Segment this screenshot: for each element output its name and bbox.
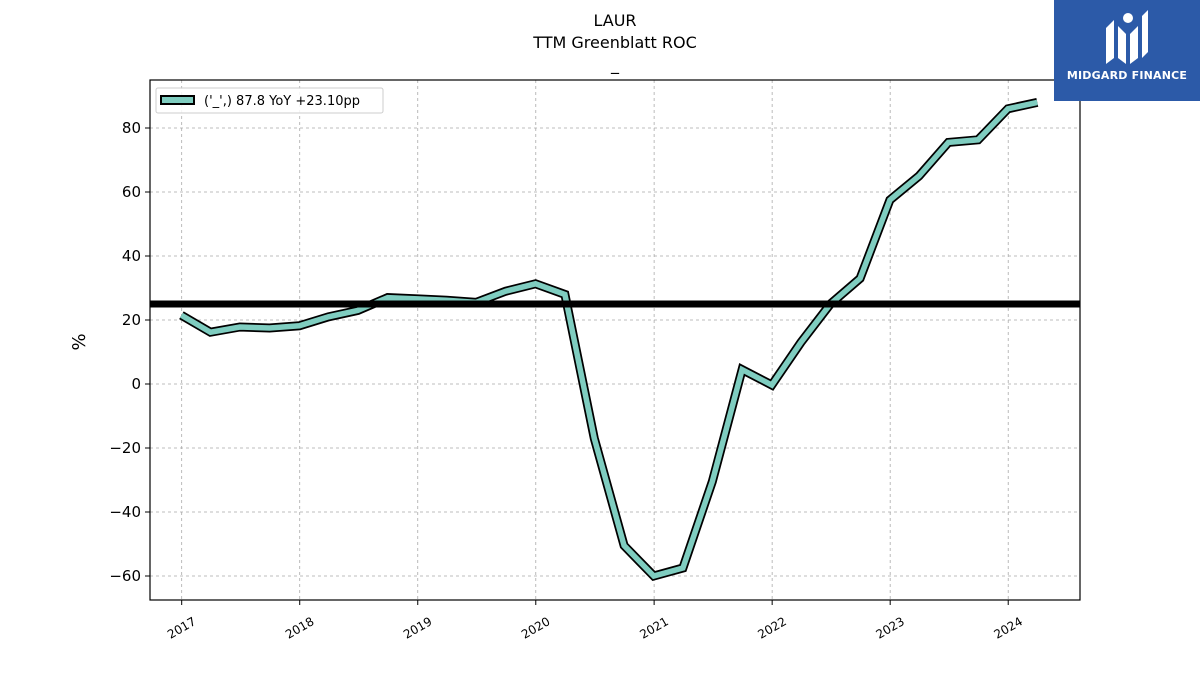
- y-tick-label: 0: [131, 375, 141, 393]
- brand-name: MIDGARD FINANCE: [1066, 69, 1188, 82]
- y-tick-label: 80: [122, 119, 141, 137]
- x-tick-label: 2017: [165, 614, 198, 641]
- brand-logo: MIDGARD FINANCE: [1054, 0, 1200, 101]
- y-tick-label: 20: [122, 311, 141, 329]
- legend-label: ('_',) 87.8 YoY +23.10pp: [204, 94, 360, 109]
- y-tick-label: −20: [109, 439, 141, 457]
- series-line: [180, 99, 1038, 580]
- y-tick-label: 40: [122, 247, 141, 265]
- x-tick-label: 2020: [519, 614, 552, 641]
- y-tick-label: −60: [109, 567, 141, 585]
- x-tick-label: 2023: [873, 614, 906, 641]
- series-line-outline: [179, 98, 1039, 582]
- midgard-logo-icon: [1106, 10, 1148, 64]
- x-tick-label: 2019: [401, 614, 434, 641]
- legend-box: [155, 87, 384, 114]
- axes-frame: [149, 79, 1081, 601]
- chart-title-ticker: LAUR: [593, 11, 636, 30]
- plot-area: [150, 98, 1080, 582]
- x-tick-label: 2018: [283, 614, 316, 641]
- x-tick-label: 2021: [637, 614, 670, 641]
- y-tick-label: 60: [122, 183, 141, 201]
- x-tick-label: 2024: [991, 614, 1024, 641]
- chart-title-metric: TTM Greenblatt ROC: [532, 33, 697, 52]
- x-axis-ticks: 2017 2018 2019 2020 2021 2022 2023 2024: [165, 600, 1025, 642]
- legend: ('_',) 87.8 YoY +23.10pp: [155, 87, 384, 114]
- x-tick-label: 2022: [755, 614, 788, 641]
- y-axis-label: %: [69, 333, 90, 350]
- y-tick-label: −40: [109, 503, 141, 521]
- legend-swatch: [162, 97, 193, 103]
- chart-title-subtitle: _: [610, 55, 620, 75]
- y-axis-ticks: 80 60 40 20 0 −20 −40 −60: [109, 119, 150, 585]
- grid-lines: [150, 80, 1080, 600]
